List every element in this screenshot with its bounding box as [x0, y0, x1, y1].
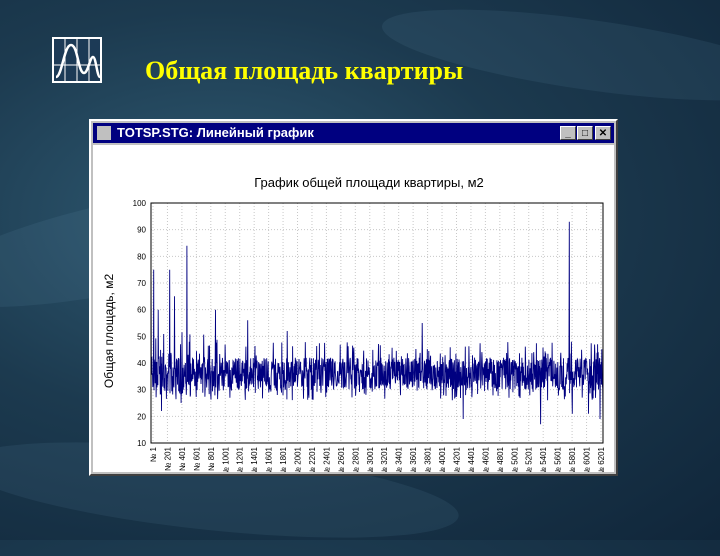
x-tick-label: № 4401 — [467, 446, 476, 472]
y-tick-label: 70 — [137, 279, 146, 288]
x-tick-label: № 4201 — [452, 446, 461, 472]
y-tick-label: 80 — [137, 252, 146, 261]
y-tick-labels: 10 20 30 40 50 60 70 80 90 100 — [133, 199, 147, 448]
y-axis-label: Общая площадь, м2 — [102, 274, 116, 389]
chart-window-icon[interactable] — [97, 126, 111, 140]
plot-background — [93, 145, 614, 472]
x-tick-label: № 6201 — [597, 446, 606, 472]
x-tick-label: № 2801 — [351, 446, 360, 472]
slide-title: Общая площадь квартиры — [145, 56, 464, 85]
x-tick-label: № 401 — [178, 446, 187, 471]
x-tick-label: № 4801 — [496, 446, 505, 472]
x-tick-label: № 601 — [192, 446, 201, 471]
x-tick-label: № 3001 — [366, 446, 375, 472]
y-tick-label: 90 — [137, 226, 146, 235]
x-tick-label: № 5401 — [539, 446, 548, 472]
window-titlebar[interactable]: TOTSP.STG: Линейный график _ □ ✕ — [93, 123, 614, 143]
series-line — [150, 221, 604, 425]
x-tick-label: № 1401 — [250, 446, 259, 472]
x-tick-label: № 5201 — [525, 446, 534, 472]
y-tick-label: 20 — [137, 412, 146, 421]
line-chart: График общей площади квартиры, м2 Общая … — [93, 145, 614, 472]
x-tick-label: № 3201 — [380, 446, 389, 472]
x-tick-label: № 3801 — [424, 446, 433, 472]
x-tick-label: № 1601 — [265, 446, 274, 472]
x-tick-label: № 2201 — [308, 446, 317, 472]
chart-title: График общей площади квартиры, м2 — [254, 175, 484, 190]
x-tick-labels: № 1 № 201 № 401 № 601 № 801 № 1001 № 1201 № 140… — [149, 446, 606, 472]
window-title: TOTSP.STG: Линейный график — [117, 125, 314, 140]
x-tick-label: № 201 — [163, 446, 172, 471]
x-tick-label: № 5001 — [510, 446, 519, 472]
plot-frame — [150, 202, 604, 444]
y-tick-label: 100 — [133, 199, 147, 208]
x-tick-label: № 1201 — [236, 446, 245, 472]
y-tick-label: 50 — [137, 332, 146, 341]
minimize-button[interactable]: _ — [560, 126, 576, 140]
x-tick-label: № 2601 — [337, 446, 346, 472]
x-tick-label: № 3401 — [395, 446, 404, 472]
x-tick-label: № 1001 — [221, 446, 230, 472]
y-tick-label: 10 — [137, 439, 146, 448]
x-tick-label: № 1 — [149, 446, 158, 462]
x-tick-label: № 5601 — [554, 446, 563, 472]
close-button[interactable]: ✕ — [595, 126, 611, 140]
x-tick-label: № 4601 — [481, 446, 490, 472]
data-series — [150, 221, 604, 425]
signal-wave-icon — [52, 37, 102, 83]
x-tick-label: № 5801 — [568, 446, 577, 472]
chart-window: TOTSP.STG: Линейный график _ □ ✕ График … — [89, 119, 618, 476]
x-tick-label: № 6001 — [583, 446, 592, 472]
x-tick-label: № 4001 — [438, 446, 447, 472]
y-tick-label: 40 — [137, 359, 146, 368]
maximize-button[interactable]: □ — [577, 126, 593, 140]
y-tick-label: 30 — [137, 386, 146, 395]
y-tick-label: 60 — [137, 306, 146, 315]
x-tick-label: № 2001 — [294, 446, 303, 472]
grid — [151, 202, 603, 444]
x-tick-label: № 1801 — [279, 446, 288, 472]
x-tick-label: № 801 — [207, 446, 216, 471]
x-tick-label: № 3601 — [409, 446, 418, 472]
x-tick-label: № 2401 — [322, 446, 331, 472]
